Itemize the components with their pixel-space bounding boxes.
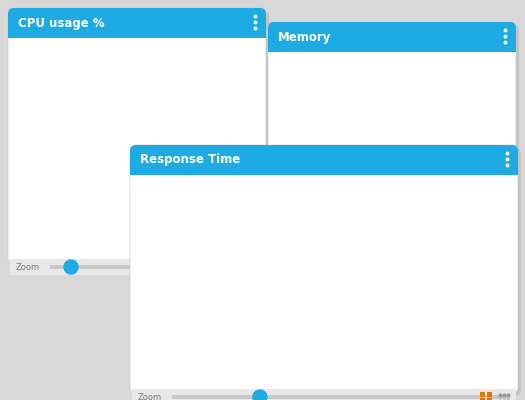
Circle shape	[253, 390, 267, 400]
FancyBboxPatch shape	[130, 145, 518, 175]
FancyBboxPatch shape	[11, 11, 269, 266]
FancyBboxPatch shape	[8, 8, 266, 263]
Bar	[130, 160, 518, 175]
Bar	[132, 389, 516, 400]
Bar	[480, 392, 485, 397]
Text: Zoom: Zoom	[138, 392, 162, 400]
Text: Zoom: Zoom	[16, 262, 40, 272]
Bar	[485, 245, 490, 250]
Bar	[478, 245, 483, 250]
Bar	[270, 236, 514, 252]
Circle shape	[64, 260, 78, 274]
Text: CPU usage %: CPU usage %	[18, 16, 104, 30]
Bar	[487, 392, 492, 397]
FancyBboxPatch shape	[130, 145, 518, 393]
Text: Memory: Memory	[278, 30, 331, 44]
Bar	[8, 23, 266, 38]
Text: Zoom: Zoom	[276, 240, 300, 248]
Bar	[310, 242, 508, 246]
Circle shape	[334, 237, 349, 251]
FancyBboxPatch shape	[8, 8, 266, 38]
Bar	[487, 398, 492, 400]
FancyBboxPatch shape	[271, 25, 519, 243]
FancyBboxPatch shape	[133, 148, 521, 396]
Bar	[172, 395, 510, 399]
Bar	[10, 259, 264, 275]
Bar	[480, 398, 485, 400]
Bar	[478, 239, 483, 244]
Bar	[485, 239, 490, 244]
Bar	[50, 265, 260, 269]
Bar	[268, 37, 516, 52]
FancyBboxPatch shape	[268, 22, 516, 240]
FancyBboxPatch shape	[268, 22, 516, 52]
Text: Response Time: Response Time	[140, 154, 240, 166]
